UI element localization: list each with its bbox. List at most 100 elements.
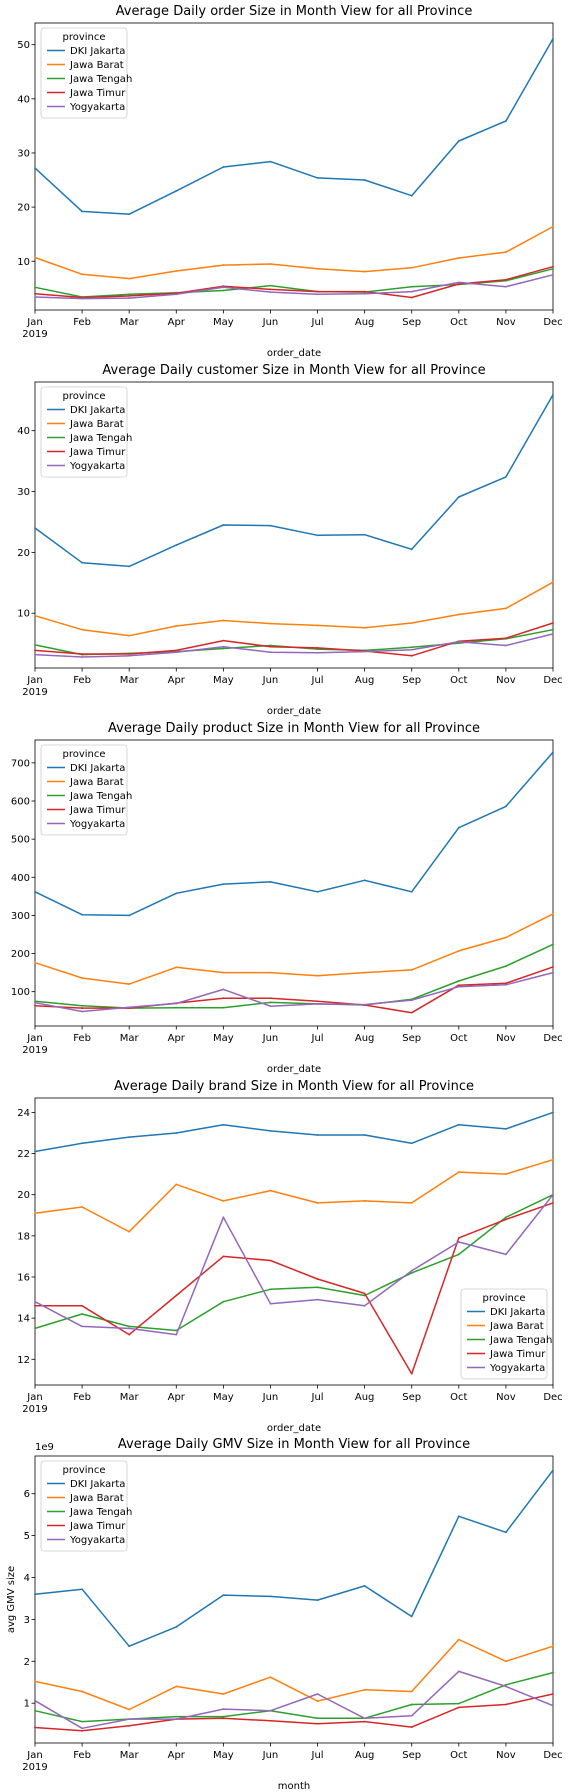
legend-entry: Yogyakarta	[489, 1363, 545, 1374]
data-point	[175, 1685, 178, 1688]
data-point	[81, 210, 83, 213]
x-axis-label: order_date	[267, 706, 321, 717]
data-point	[457, 826, 460, 829]
legend: province DKI Jakarta Jawa Barat Jawa Tengah…	[40, 386, 132, 478]
data-point	[34, 1300, 36, 1303]
data-point	[81, 1690, 83, 1693]
x-tick-label: Feb	[73, 675, 91, 686]
x-axis-label: order_date	[267, 348, 321, 359]
x-tick-label: Jan	[26, 1392, 42, 1403]
data-point	[222, 264, 225, 266]
data-point	[175, 189, 178, 192]
data-point	[34, 1000, 36, 1003]
data-point	[410, 890, 413, 893]
data-point	[316, 1599, 319, 1602]
data-point	[222, 619, 225, 622]
legend-title: province	[62, 391, 105, 402]
legend-entry: Jawa Barat	[69, 777, 124, 788]
data-point	[269, 1001, 272, 1004]
data-point	[81, 1588, 83, 1591]
data-point	[269, 263, 272, 265]
chart-title: Average Daily product Size in Month View…	[108, 721, 480, 736]
y-tick-label: 40	[17, 426, 30, 437]
data-point	[128, 293, 131, 296]
chart-4: Average Daily brand Size in Month View f…	[17, 1079, 562, 1434]
data-point	[128, 1230, 131, 1233]
data-point	[552, 912, 554, 915]
data-point	[81, 273, 83, 276]
y-tick-label: 18	[17, 1231, 30, 1242]
y-tick-label: 5	[24, 1531, 30, 1542]
x-tick-label: Dec	[543, 675, 562, 686]
data-point	[81, 628, 83, 631]
y-tick-label: 10	[17, 257, 30, 268]
data-point	[269, 997, 272, 1000]
y-tick-label: 3	[24, 1615, 30, 1626]
legend-entry: Yogyakarta	[69, 102, 125, 113]
data-point	[505, 983, 507, 986]
data-point	[175, 1132, 178, 1134]
data-point	[269, 1302, 272, 1305]
data-point	[222, 1216, 225, 1219]
data-point	[175, 544, 178, 546]
data-point	[175, 1183, 178, 1186]
data-point	[316, 1722, 319, 1725]
data-point	[410, 1011, 413, 1014]
data-point	[128, 297, 131, 299]
data-point	[316, 1717, 319, 1720]
data-point	[175, 1333, 178, 1336]
data-point	[410, 194, 413, 197]
data-point	[363, 1688, 366, 1691]
data-point	[175, 1626, 178, 1628]
legend-entry: Jawa Barat	[489, 1321, 544, 1332]
data-point	[316, 1298, 319, 1301]
plot-frame	[34, 739, 554, 1027]
data-point	[505, 1253, 507, 1256]
x-tick-label: Sep	[402, 317, 421, 328]
data-point	[363, 650, 366, 653]
x-tick-label: Sep	[402, 675, 421, 686]
data-point	[505, 1218, 507, 1221]
data-point	[269, 1288, 272, 1291]
data-point	[269, 160, 272, 163]
data-point	[222, 1199, 225, 1202]
data-point	[128, 1645, 131, 1648]
data-point	[316, 1693, 319, 1695]
data-point	[316, 647, 319, 649]
legend-title: province	[62, 1465, 105, 1476]
data-point	[457, 140, 460, 142]
data-point	[34, 256, 36, 259]
data-point	[175, 1329, 178, 1332]
x-axis-label: order_date	[267, 1423, 321, 1434]
data-point	[410, 1703, 413, 1706]
legend-entry: Jawa Barat	[69, 60, 124, 71]
data-point	[552, 1704, 554, 1707]
data-point	[175, 1718, 178, 1721]
data-point	[81, 297, 83, 300]
series-line-jawa-barat	[34, 581, 554, 637]
x-tick-label: Nov	[496, 675, 516, 686]
x-year-label: 2019	[22, 687, 47, 698]
chart-title: Average Daily customer Size in Month Vie…	[102, 363, 485, 378]
data-point	[81, 1004, 83, 1007]
x-tick-label: Sep	[402, 1750, 421, 1761]
data-point	[410, 266, 413, 269]
y-tick-label: 100	[11, 987, 30, 998]
data-point	[457, 985, 460, 988]
chart-5: Average Daily GMV Size in Month View for…	[6, 1437, 563, 1792]
data-point	[269, 1130, 272, 1132]
data-point	[128, 1325, 131, 1328]
y-tick-label: 40	[17, 94, 30, 105]
chart-title: Average Daily brand Size in Month View f…	[114, 1079, 474, 1094]
data-point	[552, 267, 554, 270]
data-point	[552, 1202, 554, 1204]
y-tick-label: 50	[17, 40, 30, 51]
legend: province DKI Jakarta Jawa Barat Jawa Tengah…	[40, 27, 132, 119]
data-point	[457, 1171, 460, 1173]
data-point	[81, 1729, 83, 1732]
data-point	[128, 213, 131, 216]
series-line-jawa-tengah	[34, 943, 554, 1009]
data-point	[316, 1700, 319, 1703]
x-tick-label: Oct	[450, 1392, 467, 1403]
legend-entry: Jawa Barat	[69, 419, 124, 430]
